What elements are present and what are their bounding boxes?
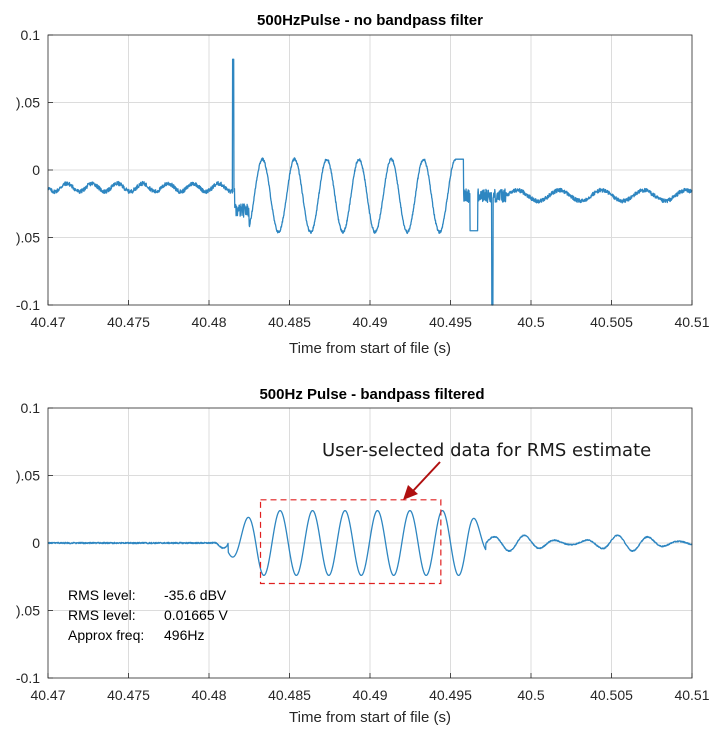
x-tick-label: 40.47 [30,687,65,703]
chart-filtered-signal: 500Hz Pulse - bandpass filtered 40.47 40.… [16,386,710,726]
y-tick-label: -0.1 [16,670,40,686]
x-tick-label: 40.49 [352,314,387,330]
plot-frame [47,34,693,306]
x-tick-label: 40.49 [352,687,387,703]
x-tick-label: 40.5 [517,687,544,703]
y-tick-label: 0.1 [21,400,41,416]
y-tick-label: 0 [32,535,40,551]
stat-label-3: Approx freq: [68,627,144,643]
stat-label-2: RMS level: [68,607,136,623]
x-tick-label: 40.485 [268,314,311,330]
stat-value-2: 0.01665 V [164,607,228,623]
x-tick-label: 40.505 [590,314,633,330]
x-tick-label: 40.48 [191,687,226,703]
y-tick-label: ).05 [16,468,40,484]
x-tick-label: 40.48 [191,314,226,330]
y-tick-label: -0.1 [16,297,40,313]
plot-frame [47,407,693,679]
x-tick-label: 40.47 [30,314,65,330]
y-tick-label: 0.1 [21,27,41,43]
x-tick-label: 40.51 [674,314,709,330]
y-tick-label: 0 [32,162,40,178]
stat-label-1: RMS level: [68,587,136,603]
x-tick-label: 40.485 [268,687,311,703]
series-line [47,509,693,577]
x-axis-label: Time from start of file (s) [289,340,451,357]
y-axis-ticks: 0.1 ).05 0 ).05 -0.1 [16,400,53,686]
stat-value-1: -35.6 dBV [164,587,227,603]
chart-title: 500Hz Pulse - bandpass filtered [259,386,484,403]
selection-box[interactable] [259,499,442,585]
grid [48,35,692,305]
x-axis-label: Time from start of file (s) [289,709,451,726]
x-tick-label: 40.505 [590,687,633,703]
series-line [47,58,693,306]
selection-annotation: User-selected data for RMS estimate [322,440,651,461]
y-tick-label: ).05 [16,603,40,619]
y-tick-label: ).05 [16,95,40,111]
chart-raw-signal: 500HzPulse - no bandpass filter 40.47 40.… [16,12,710,357]
x-tick-label: 40.495 [429,687,472,703]
x-axis-ticks: 40.47 40.475 40.48 40.485 40.49 40.495 40.5 40.… [30,300,710,330]
x-tick-label: 40.495 [429,314,472,330]
chart-title: 500HzPulse - no bandpass filter [257,12,483,29]
annotation-arrow [403,461,441,500]
y-tick-label: ).05 [16,230,40,246]
stat-value-3: 496Hz [164,627,204,643]
x-tick-label: 40.5 [517,314,544,330]
x-axis-ticks: 40.47 40.475 40.48 40.485 40.49 40.495 40.5 40.… [30,673,710,703]
x-tick-label: 40.51 [674,687,709,703]
x-tick-label: 40.475 [107,314,150,330]
x-tick-label: 40.475 [107,687,150,703]
y-axis-ticks: 0.1 ).05 0 ).05 -0.1 [16,27,53,313]
stats-block: RMS level: -35.6 dBV RMS level: 0.01665 … [68,587,228,643]
